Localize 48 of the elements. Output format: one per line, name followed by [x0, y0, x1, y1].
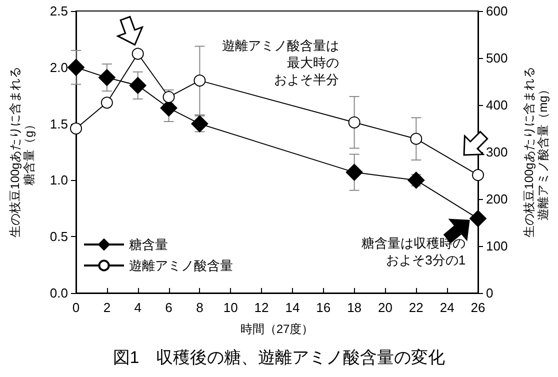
y2-tick-label: 600: [486, 4, 508, 18]
y2-tick-label: 400: [486, 98, 508, 112]
x-tick-label: 6: [165, 300, 172, 315]
y2-tick-label: 0: [486, 286, 494, 300]
point: [194, 74, 206, 87]
x-tick-label: 16: [316, 300, 331, 315]
y-tick-label: 1.0: [50, 172, 68, 188]
point: [348, 116, 360, 128]
x-tick-label: 2: [103, 300, 111, 315]
y2-tick-label: 300: [486, 144, 508, 160]
x-axis-title: 時間（27度）: [240, 322, 314, 336]
point: [470, 210, 486, 228]
x-tick-label: 12: [254, 300, 269, 315]
point: [191, 115, 208, 132]
y-axis-title: 生の枝豆100gあたりに含まれる糖含量（g）: [8, 66, 36, 238]
point: [98, 69, 116, 86]
x-tick-label: 26: [470, 300, 486, 315]
y-tick-label: 0.0: [50, 286, 68, 300]
y-tick-label: 2.5: [50, 4, 68, 18]
text: 図1 収穫後の糖、遊離アミノ酸含量の変化: [112, 348, 446, 367]
point: [129, 76, 146, 94]
x-tick-label: 18: [347, 300, 362, 315]
y2-tick-label: 100: [486, 238, 508, 254]
y-tick-label: 1.5: [50, 116, 68, 132]
x-tick-label: 8: [196, 300, 204, 315]
x-tick-label: 22: [408, 300, 424, 315]
x-tick-label: 4: [134, 300, 142, 315]
point: [410, 132, 422, 145]
point: [70, 122, 82, 134]
point: [472, 169, 484, 182]
x-tick-label: 20: [378, 300, 392, 315]
x-tick-label: 10: [223, 300, 238, 315]
legend-label: 糖含量: [129, 237, 168, 252]
x-tick-label: 0: [72, 300, 80, 315]
y-tick-label: 0.5: [50, 229, 68, 244]
annotation: 遊離アミノ酸含量は最大時のおよそ半分: [222, 38, 339, 87]
x-tick-label: 14: [285, 300, 300, 315]
y-tick-label: 2.0: [50, 60, 68, 75]
y2-tick-label: 200: [486, 192, 508, 206]
point: [68, 58, 84, 76]
point: [346, 164, 363, 181]
x-tick-label: 24: [440, 300, 454, 315]
point: [100, 96, 113, 109]
y2-tick-label: 500: [486, 50, 508, 66]
point: [408, 172, 425, 189]
point: [132, 48, 144, 60]
legend-label: 遊離アミノ酸含量: [129, 258, 233, 273]
y2-axis-title: 生の枝豆100gあたりに含まれる遊離アミノ酸含量（mg）: [522, 66, 550, 238]
